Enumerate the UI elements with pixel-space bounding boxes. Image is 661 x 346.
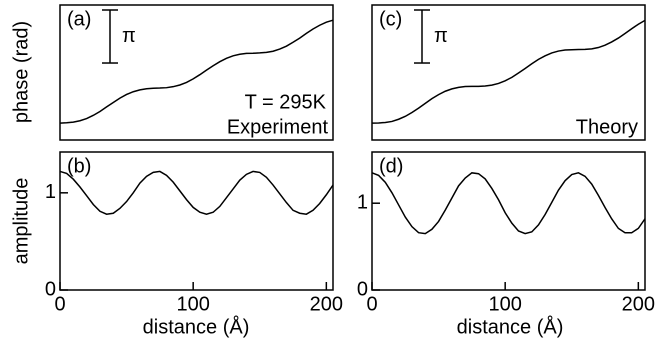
plot-frame: [59, 151, 334, 291]
y-tick-label: 0: [357, 278, 368, 300]
annotation: Theory: [576, 116, 638, 138]
y-tick-label: 1: [357, 191, 368, 213]
x-tick-label: 200: [310, 293, 343, 315]
plot-frame: [371, 151, 646, 291]
line: [371, 172, 646, 235]
plot-frame: [59, 4, 334, 141]
line: [59, 170, 334, 215]
x-tick-label: 200: [622, 293, 655, 315]
panel-label: (c): [379, 8, 402, 30]
scale-bar-label: π: [122, 25, 136, 47]
x-axis-label: distance (Å): [457, 315, 564, 338]
y-axis-label: phase (rad): [10, 21, 32, 123]
y-tick-label: 0: [45, 278, 56, 300]
annotation: Experiment: [227, 116, 329, 138]
scale-bar-label: π: [434, 25, 448, 47]
annotation: T = 295K: [245, 91, 327, 113]
panel-label: (a): [67, 8, 91, 30]
line: [371, 19, 646, 124]
panel-label: (b): [67, 155, 91, 177]
x-tick-label: 100: [176, 293, 209, 315]
y-axis-label: amplitude: [10, 178, 32, 265]
panel-label: (d): [379, 155, 403, 177]
x-tick-label: 0: [54, 293, 65, 315]
line: [59, 19, 334, 124]
x-axis-label: distance (Å): [143, 315, 250, 338]
x-tick-label: 100: [488, 293, 521, 315]
y-tick-label: 1: [45, 181, 56, 203]
plot-frame: [371, 4, 646, 141]
x-tick-label: 0: [366, 293, 377, 315]
